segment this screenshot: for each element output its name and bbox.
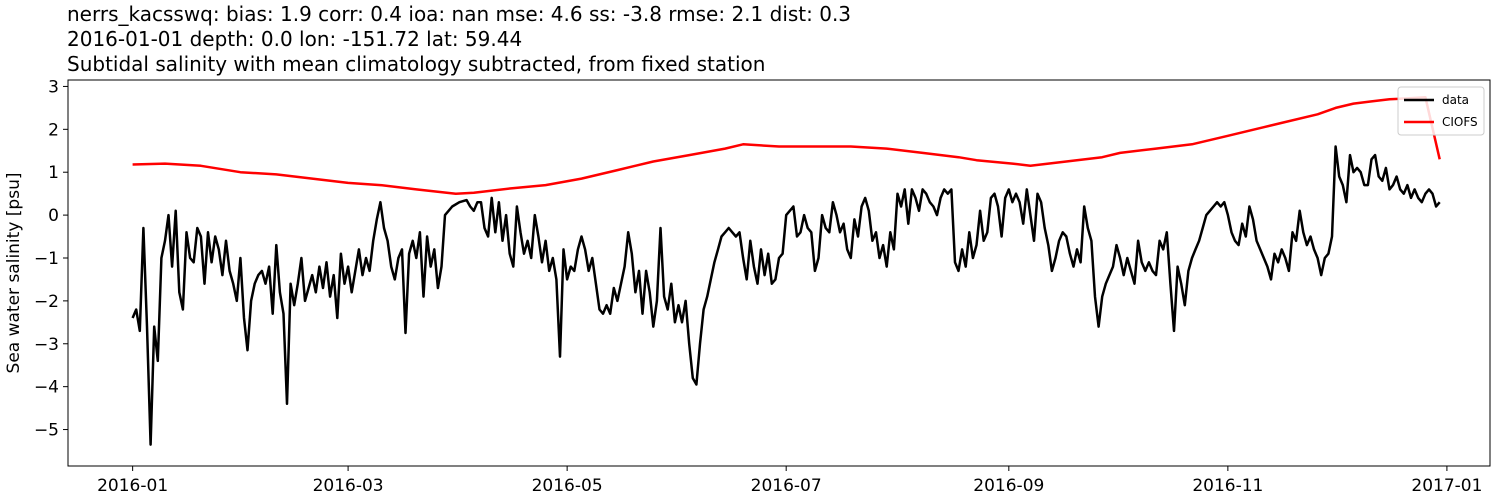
y-tick-label: 3: [48, 77, 59, 97]
x-tick-label: 2016-05: [532, 476, 603, 496]
y-tick-label: 1: [48, 163, 59, 183]
y-tick-label: −3: [34, 335, 59, 355]
chart-title-line-1: nerrs_kacsswq: bias: 1.9 corr: 0.4 ioa: …: [67, 2, 852, 26]
legend-label-data: data: [1442, 93, 1469, 107]
x-tick-label: 2016-09: [973, 476, 1044, 496]
chart-title-block: nerrs_kacsswq: bias: 1.9 corr: 0.4 ioa: …: [67, 2, 851, 77]
x-tick-label: 2016-03: [313, 476, 384, 496]
plot-frame: [67, 79, 1491, 467]
chart-title-line-2: 2016-01-01 depth: 0.0 lon: -151.72 lat: …: [67, 27, 523, 51]
y-tick-label: 0: [48, 206, 59, 226]
x-tick-label: 2016-11: [1192, 476, 1263, 496]
x-tick-label: 2016-07: [751, 476, 822, 496]
y-axis-label: Sea water salinity [psu]: [4, 173, 24, 374]
legend-label-ciofs: CIOFS: [1442, 115, 1478, 129]
series-line-ciofs: [132, 95, 1441, 195]
series-line-data: [131, 145, 1441, 446]
y-tick-label: −2: [34, 292, 59, 312]
y-tick-label: 2: [48, 120, 59, 140]
y-tick-label: −5: [34, 421, 59, 441]
chart-title-line-3: Subtidal salinity with mean climatology …: [67, 52, 766, 76]
x-tick-label: 2017-01: [1411, 476, 1482, 496]
y-tick-label: −1: [34, 249, 59, 269]
x-tick-label: 2016-01: [97, 476, 168, 496]
y-tick-label: −4: [34, 378, 59, 398]
